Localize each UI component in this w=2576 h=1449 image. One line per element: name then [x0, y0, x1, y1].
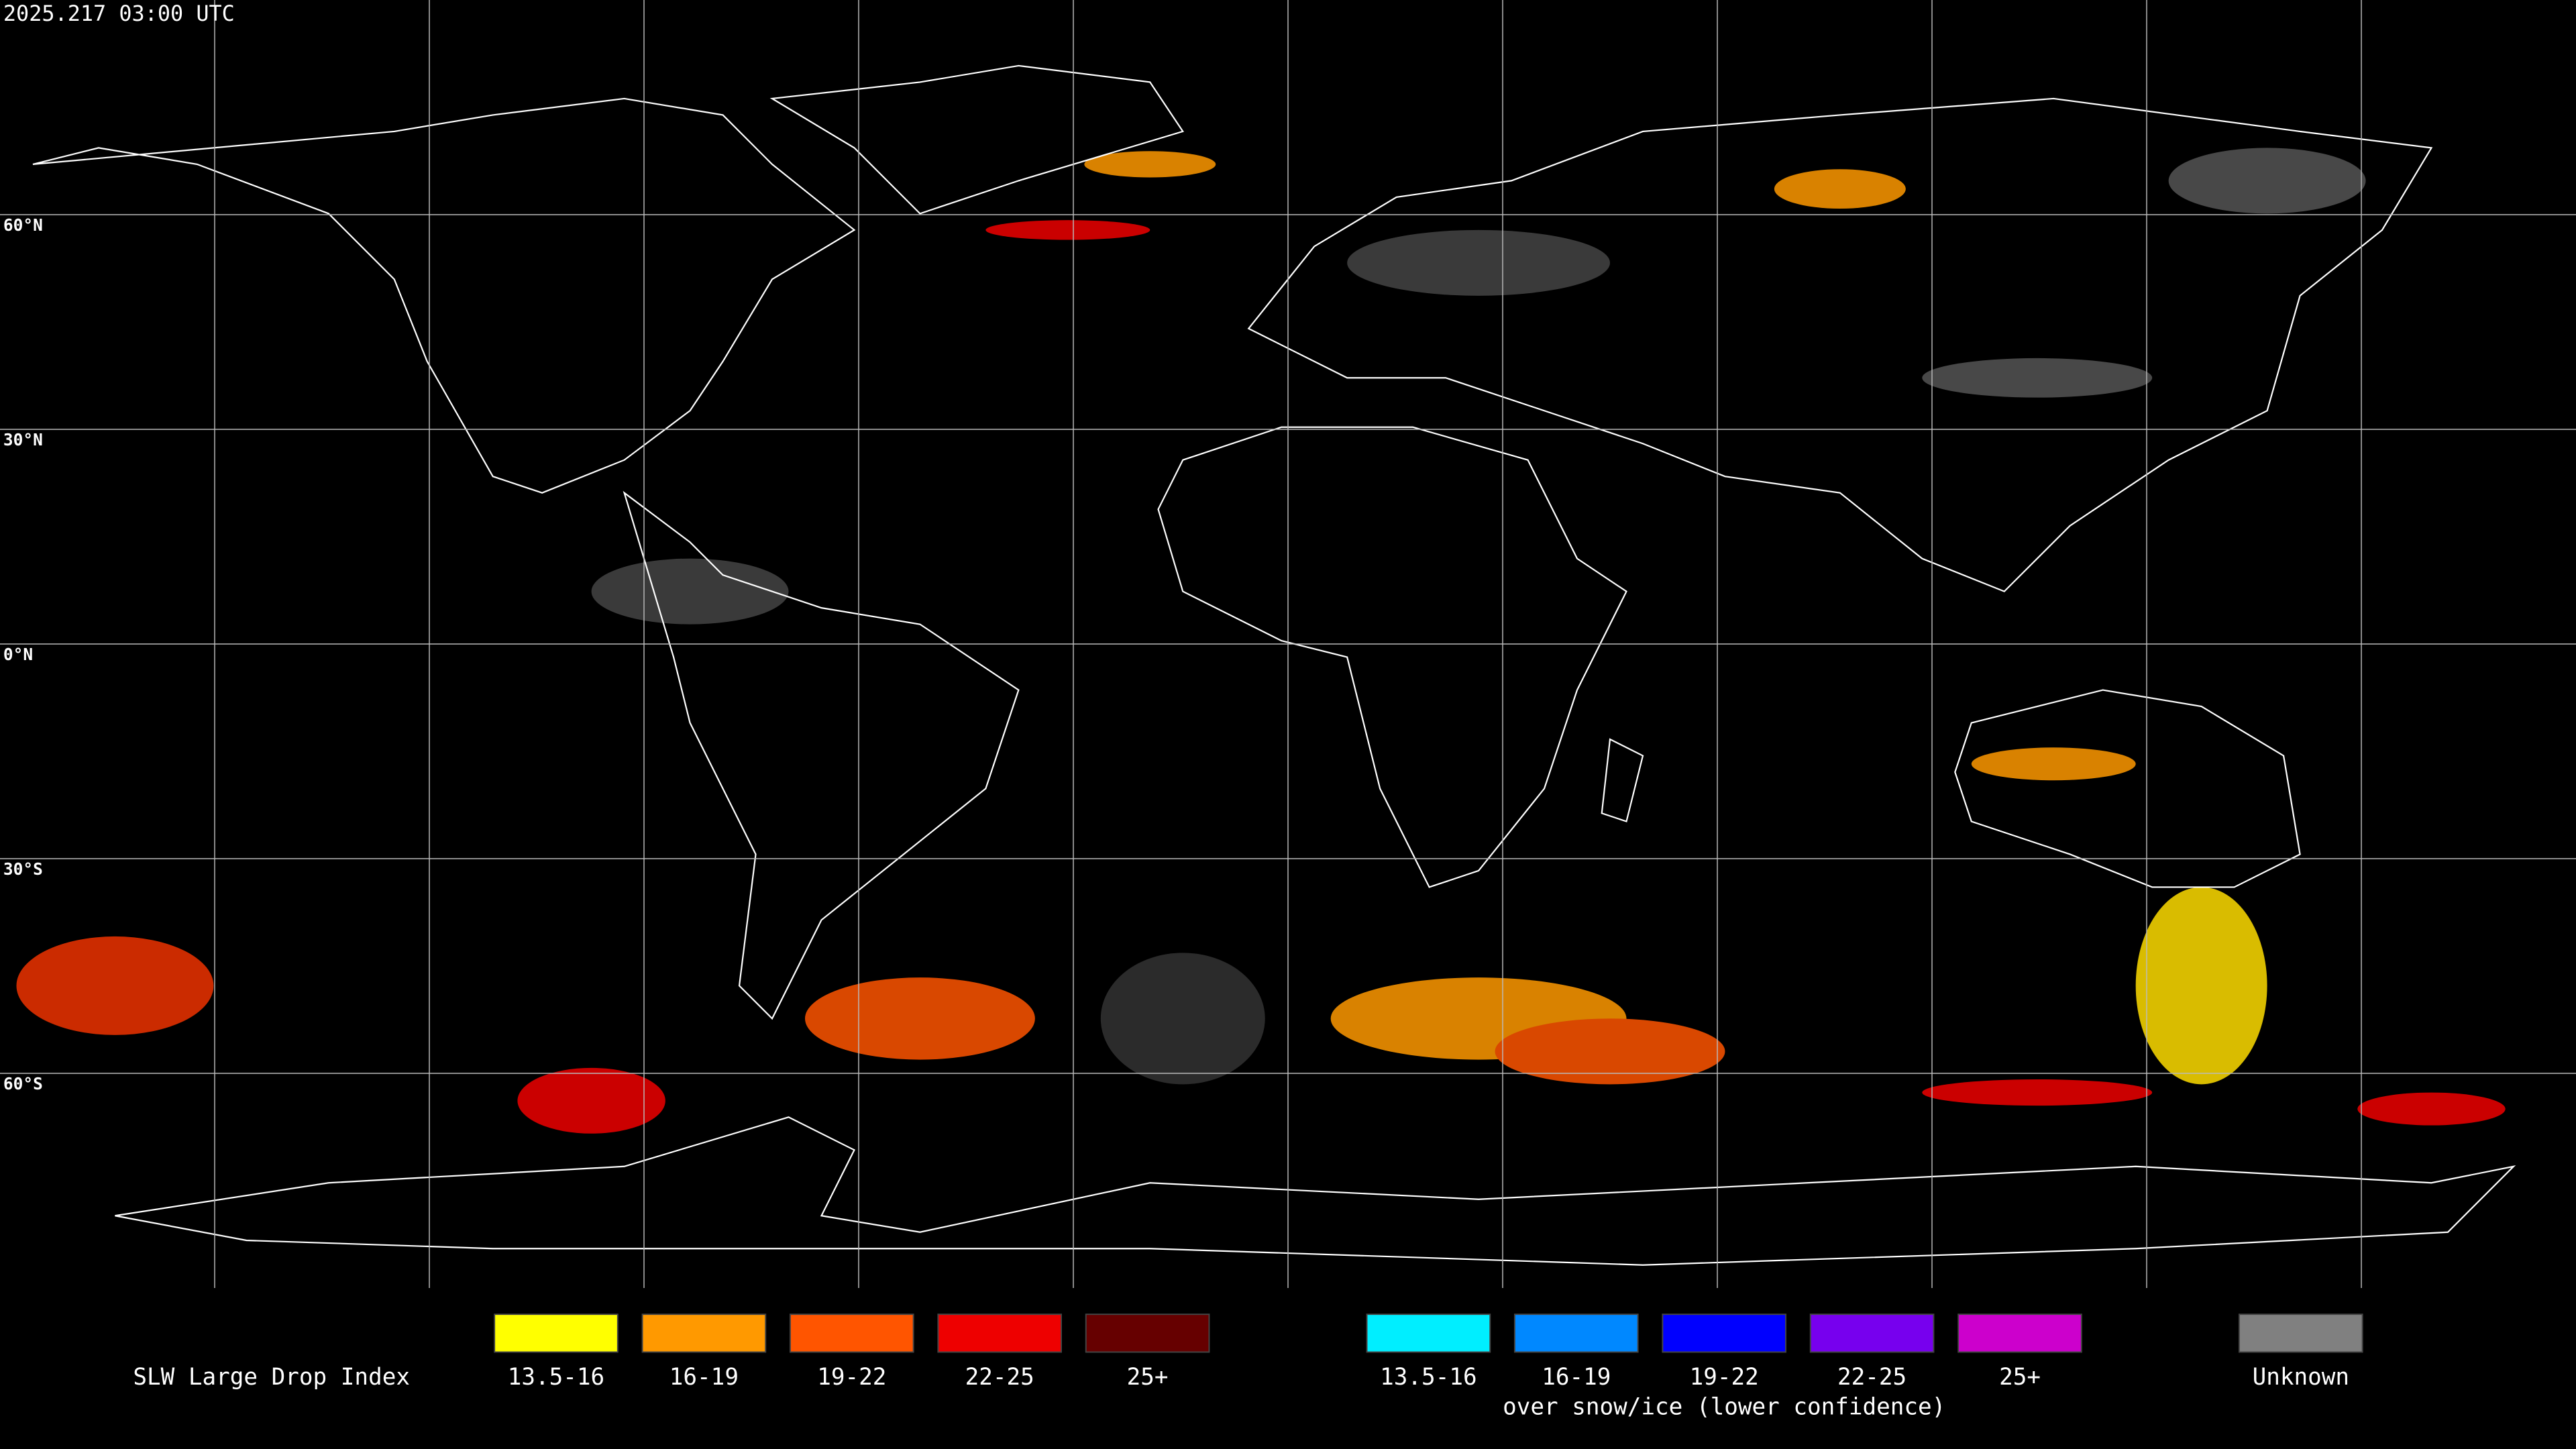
legend-swatch: [789, 1313, 914, 1353]
legend-swatch: [2238, 1313, 2363, 1353]
legend-label: 19-22: [1690, 1364, 1759, 1391]
legend-swatch: [1513, 1313, 1639, 1353]
timestamp: 2025.217 03:00 UTC: [3, 1, 235, 26]
legend-label: 13.5-16: [1380, 1364, 1477, 1391]
legend-label: Unknown: [2253, 1364, 2349, 1391]
legend-label: 16-19: [669, 1364, 739, 1391]
legend-swatch: [1662, 1313, 1787, 1353]
legend-swatch: [494, 1313, 619, 1353]
legend-panel: [0, 1288, 2576, 1449]
latitude-label: 60°N: [3, 215, 43, 235]
legend-swatch: [937, 1313, 1063, 1353]
coastlines: [32, 64, 2516, 1266]
legend-label: 25+: [1999, 1364, 2041, 1391]
legend-title: SLW Large Drop Index: [133, 1364, 410, 1391]
legend-label: 22-25: [965, 1364, 1034, 1391]
legend-label: 25+: [1127, 1364, 1169, 1391]
legend-swatch: [641, 1313, 767, 1353]
latitude-label: 30°S: [3, 859, 43, 879]
weather-field: [16, 148, 2506, 1134]
legend-swatch: [1957, 1313, 2082, 1353]
legend-swatch: [1366, 1313, 1491, 1353]
legend-label: 13.5-16: [508, 1364, 604, 1391]
legend-label: 16-19: [1542, 1364, 1611, 1391]
legend-label: 19-22: [817, 1364, 886, 1391]
latitude-labels: 60°N 30°N 0°N 30°S 60°S: [3, 215, 43, 1093]
latitude-label: 30°N: [3, 430, 43, 449]
latitude-label: 60°S: [3, 1074, 43, 1093]
legend-swatch: [1809, 1313, 1935, 1353]
legend-label: 22-25: [1837, 1364, 1907, 1391]
legend-swatch: [1085, 1313, 1210, 1353]
graticule: [0, 0, 2576, 1288]
legend-caption: over snow/ice (lower confidence): [1503, 1393, 1945, 1420]
latitude-label: 0°N: [3, 645, 33, 664]
legend: 13.5-16 16-19 19-22 22-25 25+ 13.5-16 16-19 19-…: [494, 1313, 2363, 1420]
